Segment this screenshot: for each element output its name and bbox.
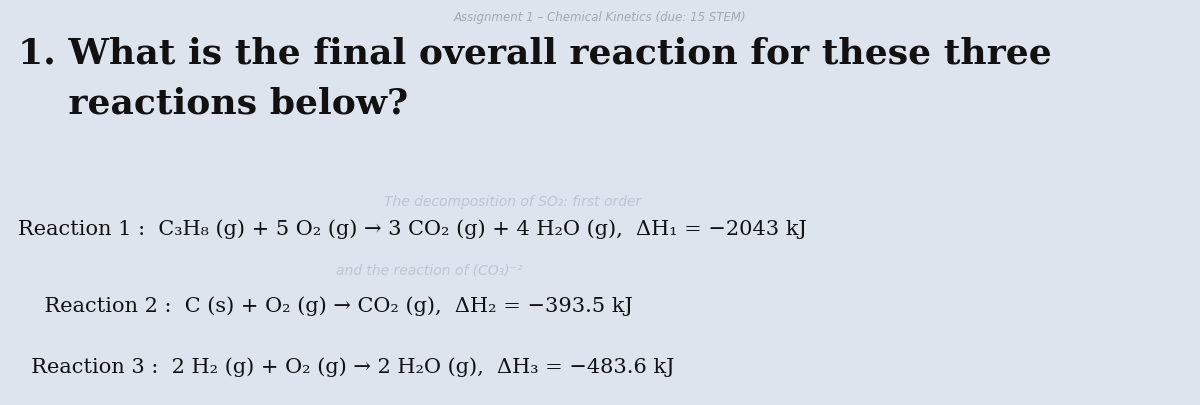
Text: 1. What is the final overall reaction for these three: 1. What is the final overall reaction fo… (18, 36, 1051, 70)
Text: Reaction 2 :  C (s) + O₂ (g) → CO₂ (g),  ΔH₂ = −393.5 kJ: Reaction 2 : C (s) + O₂ (g) → CO₂ (g), Δ… (18, 296, 632, 315)
Text: Reaction 1 :  C₃H₈ (g) + 5 O₂ (g) → 3 CO₂ (g) + 4 H₂O (g),  ΔH₁ = −2043 kJ: Reaction 1 : C₃H₈ (g) + 5 O₂ (g) → 3 CO₂… (18, 219, 806, 238)
Text: Assignment 1 – Chemical Kinetics (due: 15 STEM): Assignment 1 – Chemical Kinetics (due: 1… (454, 11, 746, 24)
Text: The decomposition of SO₂: first order: The decomposition of SO₂: first order (384, 194, 641, 208)
Text: and the reaction of (CO₃)⁻²: and the reaction of (CO₃)⁻² (336, 263, 523, 277)
Text: Reaction 3 :  2 H₂ (g) + O₂ (g) → 2 H₂O (g),  ΔH₃ = −483.6 kJ: Reaction 3 : 2 H₂ (g) + O₂ (g) → 2 H₂O (… (18, 356, 674, 376)
Text: reactions below?: reactions below? (18, 86, 408, 120)
